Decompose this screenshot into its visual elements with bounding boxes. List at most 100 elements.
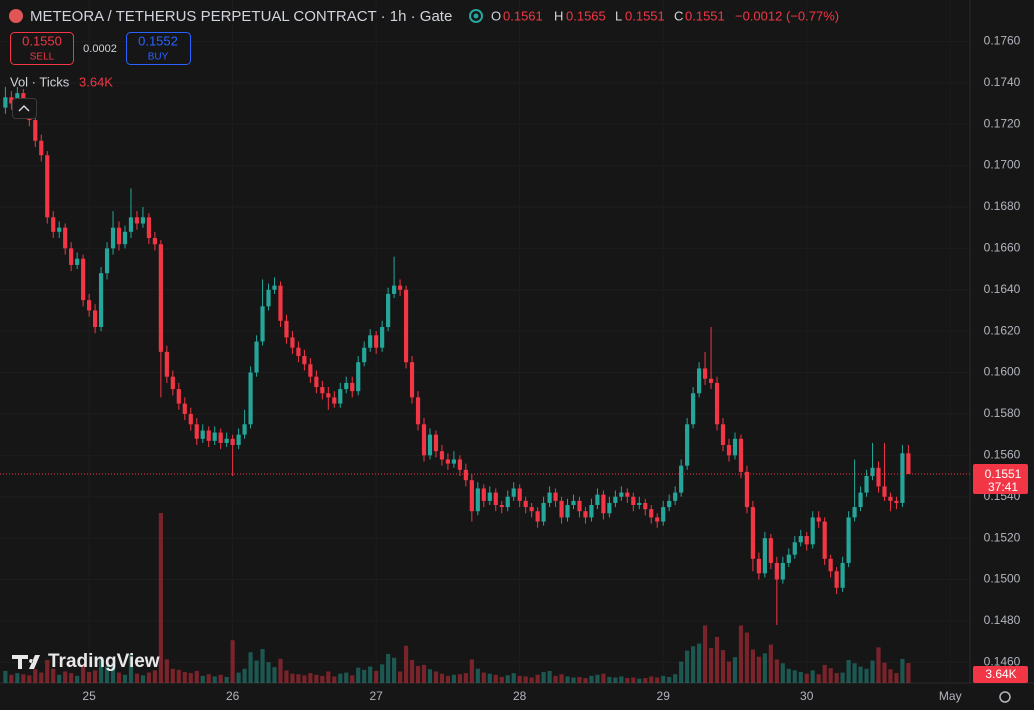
- volume-bar: [738, 625, 744, 683]
- candle-body: [39, 140, 44, 156]
- volume-bar: [673, 674, 678, 683]
- volume-bar: [182, 672, 187, 683]
- volume-bar: [260, 649, 265, 683]
- candle-body: [242, 424, 247, 435]
- sell-button[interactable]: [10, 32, 74, 65]
- candle-body: [296, 347, 301, 356]
- candle-body: [194, 424, 199, 439]
- volume-bar: [708, 647, 714, 683]
- volume-bar: [421, 664, 427, 683]
- candle-body: [882, 486, 887, 497]
- volume-bar: [188, 673, 193, 683]
- candle-body: [816, 517, 821, 522]
- candle-body: [451, 459, 456, 464]
- candle-body: [350, 382, 355, 392]
- collapse-button[interactable]: [12, 98, 37, 119]
- collapse-icon[interactable]: [18, 104, 30, 112]
- volume-bar: [816, 674, 821, 683]
- candle-body: [463, 469, 468, 481]
- candle-body: [427, 434, 433, 456]
- volume-bar: [374, 670, 379, 683]
- volume-bar: [697, 643, 702, 683]
- candle-body: [589, 505, 594, 518]
- candle-body: [224, 438, 229, 443]
- candle-body: [469, 480, 474, 512]
- volume-bar: [810, 670, 815, 683]
- volume-bar: [75, 675, 80, 683]
- buy-label[interactable]: BUY: [148, 52, 169, 63]
- candle-body: [649, 509, 654, 518]
- candle-body: [870, 467, 875, 477]
- candle-body: [720, 424, 726, 445]
- candle-body: [206, 430, 211, 441]
- volume-bar: [864, 668, 869, 683]
- candle-body: [164, 351, 169, 377]
- candle-body: [386, 293, 391, 328]
- candle-body: [900, 453, 905, 503]
- candle-body: [631, 496, 636, 506]
- candle-body: [738, 438, 744, 472]
- volume-bar: [511, 673, 516, 683]
- candle-body: [559, 500, 564, 518]
- candle-body: [864, 476, 869, 493]
- volume-bar: [643, 678, 648, 683]
- volume-bar: [236, 672, 241, 683]
- volume-bar: [320, 675, 325, 683]
- candle-body: [846, 517, 851, 563]
- volume-bar: [152, 670, 157, 683]
- candle-body: [236, 434, 241, 445]
- volume-bar: [344, 672, 349, 683]
- ohlc-value: 0.1551: [685, 8, 725, 23]
- candle-body: [98, 273, 104, 328]
- candle-body: [338, 389, 343, 404]
- volume-bar: [547, 670, 552, 683]
- volume-bar: [882, 662, 887, 683]
- volume-bar: [828, 668, 833, 683]
- candle-body: [702, 368, 708, 379]
- volume-bar: [278, 658, 283, 683]
- volume-bar: [98, 658, 104, 683]
- candle-body: [786, 554, 791, 563]
- volume-bar: [368, 666, 373, 683]
- candle-body: [51, 217, 56, 232]
- volume-bar: [380, 664, 385, 683]
- volume-bar: [900, 658, 905, 683]
- volume-bar: [637, 678, 642, 683]
- volume-bar: [338, 673, 343, 683]
- volume-bar: [798, 672, 803, 683]
- volume-title: Vol · Ticks: [10, 74, 70, 89]
- buy-button[interactable]: [126, 32, 191, 65]
- volume-bar: [415, 666, 421, 683]
- candle-body: [906, 453, 911, 474]
- x-tick-label: May: [939, 689, 962, 703]
- candle-body: [691, 393, 696, 425]
- buy-price[interactable]: 0.1552: [138, 33, 178, 48]
- volume-bar: [858, 666, 863, 683]
- candle-body: [475, 488, 480, 512]
- candle-body: [888, 496, 893, 501]
- volume-label: 3.64K: [985, 667, 1016, 681]
- candle-body: [326, 393, 331, 398]
- candle-body: [726, 444, 732, 456]
- volume-bar: [92, 670, 98, 683]
- candle-body: [260, 306, 265, 342]
- candle-body: [655, 517, 660, 522]
- y-tick-label: 0.1700: [984, 158, 1021, 172]
- candle-body: [858, 492, 863, 508]
- volume-bar: [649, 676, 654, 683]
- volume-bar: [254, 660, 259, 683]
- candle-body: [409, 362, 415, 398]
- candle-body: [876, 467, 881, 487]
- candle-body: [792, 542, 797, 555]
- candle-body: [128, 217, 134, 232]
- candle-body: [798, 536, 803, 543]
- candle-body: [565, 505, 570, 518]
- candle-body: [415, 397, 421, 425]
- settings-icon[interactable]: [999, 691, 1011, 703]
- sell-price[interactable]: 0.1550: [22, 33, 62, 48]
- volume-bar: [529, 677, 534, 683]
- candle-body: [768, 538, 773, 563]
- y-tick-label: 0.1460: [984, 654, 1021, 668]
- candle-body: [637, 502, 642, 506]
- sell-label[interactable]: SELL: [30, 52, 55, 63]
